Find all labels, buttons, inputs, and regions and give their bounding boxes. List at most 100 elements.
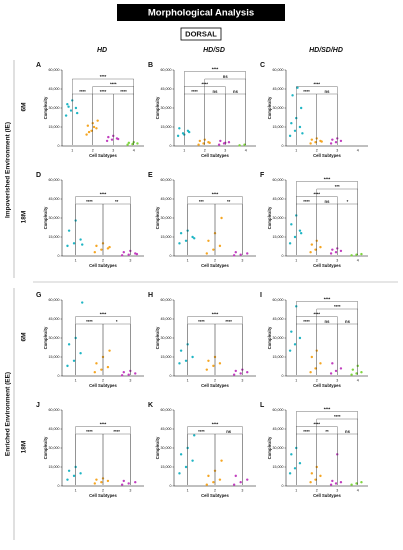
data-point bbox=[126, 143, 129, 146]
data-point bbox=[290, 223, 293, 226]
data-point bbox=[351, 368, 355, 371]
environment-label: Enriched Environment (EE) bbox=[5, 372, 12, 456]
y-tick-label: 30,000 bbox=[273, 336, 284, 340]
data-point bbox=[227, 141, 231, 144]
x-tick-label: 1 bbox=[295, 488, 297, 492]
data-point bbox=[75, 111, 79, 115]
data-point bbox=[107, 135, 110, 139]
x-tick-label: 3 bbox=[224, 148, 226, 152]
significance-label: **** bbox=[303, 429, 310, 434]
data-point bbox=[176, 134, 180, 138]
panel-letter: L bbox=[260, 402, 265, 409]
data-point bbox=[96, 119, 99, 122]
y-tick-label: 15,000 bbox=[161, 465, 172, 469]
y-tick-label: 30,000 bbox=[49, 106, 60, 110]
y-tick-label: 15,000 bbox=[49, 355, 60, 359]
x-axis-label: Cell Subtypes bbox=[313, 383, 341, 388]
y-tick-label: 45,000 bbox=[49, 427, 60, 431]
significance-bracket bbox=[75, 426, 131, 485]
panel-letter: H bbox=[148, 292, 153, 299]
data-point bbox=[293, 467, 297, 470]
data-point bbox=[178, 127, 181, 130]
x-tick-label: 2 bbox=[214, 488, 216, 492]
significance-bracket bbox=[296, 323, 317, 375]
data-point bbox=[72, 242, 76, 245]
region-label: DORSAL bbox=[185, 29, 217, 38]
significance-bracket bbox=[296, 203, 317, 255]
x-tick-label: 4 bbox=[357, 378, 359, 382]
y-tick-label: 15,000 bbox=[49, 125, 60, 129]
x-tick-label: 4 bbox=[133, 148, 135, 152]
data-point bbox=[197, 143, 200, 146]
significance-bracket bbox=[316, 323, 338, 375]
age-label: 6M bbox=[21, 102, 28, 111]
significance-label: **** bbox=[198, 429, 205, 434]
data-point bbox=[179, 453, 183, 456]
data-point bbox=[331, 479, 334, 483]
data-point bbox=[72, 359, 76, 362]
data-point bbox=[355, 482, 358, 485]
y-axis-label: Complexity bbox=[43, 96, 48, 119]
x-tick-label: 1 bbox=[187, 378, 189, 382]
data-point bbox=[339, 249, 343, 253]
significance-bracket bbox=[102, 433, 131, 485]
title-box bbox=[117, 4, 285, 21]
x-tick-label: 3 bbox=[241, 378, 243, 382]
y-tick-label: 60,000 bbox=[161, 178, 172, 182]
x-axis-label: Cell Subtypes bbox=[89, 383, 117, 388]
data-point bbox=[298, 125, 302, 129]
data-point bbox=[64, 114, 68, 117]
x-tick-label: 2 bbox=[102, 258, 104, 262]
y-tick-label: 45,000 bbox=[49, 87, 60, 91]
significance-bracket bbox=[214, 323, 243, 375]
data-point bbox=[67, 343, 71, 346]
significance-label: ns bbox=[233, 89, 239, 94]
x-tick-label: 3 bbox=[241, 258, 243, 262]
y-tick-label: 15,000 bbox=[49, 465, 60, 469]
data-point bbox=[178, 362, 181, 365]
significance-bracket bbox=[102, 203, 131, 255]
x-tick-label: 3 bbox=[336, 378, 338, 382]
significance-bracket bbox=[92, 93, 114, 145]
data-point bbox=[298, 462, 302, 465]
significance-bracket bbox=[337, 433, 358, 485]
data-point bbox=[220, 216, 223, 220]
significance-bracket bbox=[184, 93, 205, 145]
significance-bracket bbox=[187, 323, 216, 375]
significance-bracket bbox=[296, 433, 317, 485]
data-point bbox=[319, 474, 322, 478]
data-point bbox=[95, 478, 98, 481]
data-point bbox=[212, 481, 215, 484]
data-point bbox=[234, 474, 237, 478]
x-tick-label: 3 bbox=[129, 258, 131, 262]
x-tick-label: 4 bbox=[357, 258, 359, 262]
data-point bbox=[331, 248, 334, 251]
significance-bracket bbox=[337, 323, 358, 375]
y-axis-label: Complexity bbox=[267, 326, 272, 349]
significance-bracket bbox=[296, 86, 338, 145]
x-axis-label: Cell Subtypes bbox=[89, 153, 117, 158]
data-point bbox=[100, 368, 103, 371]
y-axis-label: Complexity bbox=[155, 326, 160, 349]
data-point bbox=[202, 142, 205, 145]
significance-label: **** bbox=[212, 67, 219, 72]
y-tick-label: 30,000 bbox=[161, 216, 172, 220]
significance-bracket bbox=[316, 93, 338, 145]
significance-label: **** bbox=[100, 422, 107, 427]
data-point bbox=[246, 478, 249, 481]
data-point bbox=[79, 352, 82, 355]
significance-bracket bbox=[187, 203, 216, 255]
data-point bbox=[334, 482, 338, 485]
panel-letter: F bbox=[260, 172, 265, 179]
panel-letter: D bbox=[36, 172, 41, 179]
y-tick-label: 60,000 bbox=[273, 298, 284, 302]
x-tick-label: 2 bbox=[92, 148, 94, 152]
data-point bbox=[212, 248, 215, 251]
data-point bbox=[296, 86, 299, 89]
significance-bracket bbox=[187, 316, 243, 375]
y-tick-label: 60,000 bbox=[273, 408, 284, 412]
data-point bbox=[205, 252, 208, 255]
x-tick-label: 2 bbox=[204, 148, 206, 152]
y-tick-label: 0 bbox=[170, 144, 172, 148]
data-point bbox=[207, 239, 210, 242]
